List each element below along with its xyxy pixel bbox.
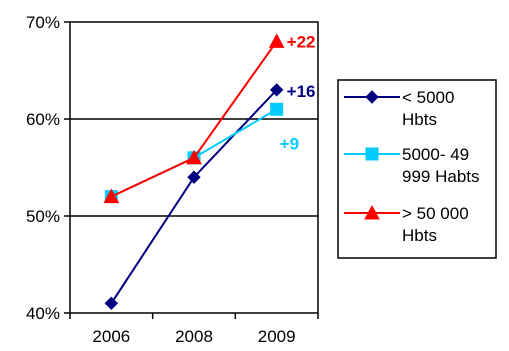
diamond-marker xyxy=(365,90,379,104)
y-tick-label: 70% xyxy=(26,13,60,32)
x-tick-labels: 2006 2008 2009 xyxy=(92,327,295,346)
diamond-marker xyxy=(104,296,119,311)
annotation-label: +9 xyxy=(280,134,299,153)
legend-label: > 50 000 xyxy=(402,204,469,223)
grid-lines xyxy=(70,118,318,217)
y-tick-label: 60% xyxy=(26,110,60,129)
y-tick-label: 40% xyxy=(26,304,60,323)
series-0 xyxy=(104,83,284,311)
annotations: +22 +16 +9 xyxy=(280,32,316,153)
y-tick-labels: 70% 60% 50% 40% xyxy=(26,13,60,323)
square-marker xyxy=(365,147,379,161)
x-tick-label: 2006 xyxy=(92,327,130,346)
triangle-marker xyxy=(268,33,285,48)
annotation-label: +16 xyxy=(287,82,316,101)
triangle-marker xyxy=(186,149,202,165)
axes xyxy=(64,21,319,319)
legend-item: < 5000 Hbts xyxy=(344,88,454,129)
legend-item: > 50 000 Hbts xyxy=(344,204,469,245)
triangle-marker xyxy=(364,204,380,220)
diamond-marker xyxy=(269,83,284,97)
series-group xyxy=(103,33,285,311)
x-tick-label: 2009 xyxy=(258,327,296,346)
legend: < 5000 Hbts 5000- 49 999 Habts > 50 000 Hbts xyxy=(337,79,497,259)
legend-label: Hbts xyxy=(402,110,437,129)
x-tick-label: 2008 xyxy=(175,327,213,346)
legend-label: Hbts xyxy=(402,226,437,245)
legend-label: 999 Habts xyxy=(402,167,480,186)
series-2 xyxy=(103,33,285,204)
legend-label: 5000- 49 xyxy=(402,145,469,164)
triangle-marker xyxy=(103,188,120,204)
square-marker xyxy=(270,102,284,116)
annotation-label: +22 xyxy=(287,32,316,51)
legend-item: 5000- 49 999 Habts xyxy=(344,145,480,186)
legend-box xyxy=(337,79,497,259)
series-line xyxy=(110,89,278,304)
plot-frame xyxy=(69,21,319,314)
legend-label: < 5000 xyxy=(402,88,454,107)
diamond-marker xyxy=(187,170,201,184)
y-tick-label: 50% xyxy=(26,207,60,226)
